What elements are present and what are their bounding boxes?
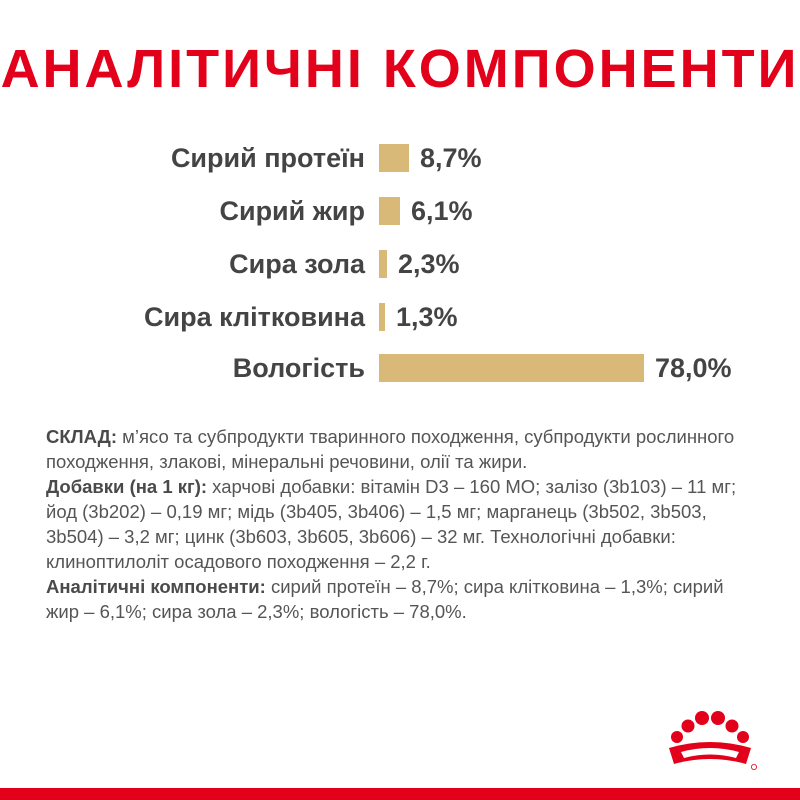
chart-row: Сирий жир 6,1% [0, 191, 800, 231]
royal-canin-crown-icon [669, 711, 758, 771]
bar [379, 303, 385, 331]
category-label: Сира клітковина [144, 302, 365, 332]
chart-row: Сирий протеїн 8,7% [0, 138, 800, 178]
chart-row: Сира зола 2,3% [0, 244, 800, 284]
category-label: Сира зола [229, 249, 365, 279]
bar [379, 354, 644, 382]
analytical-label: Аналітичні компоненти: [46, 576, 266, 597]
composition-body: м’ясо та субпродукти тваринного походжен… [46, 426, 735, 472]
composition-text: СКЛАД: м’ясо та субпродукти тваринного п… [46, 424, 756, 624]
chart-row: Вологість 78,0% [0, 348, 800, 388]
bar [379, 144, 409, 172]
bottom-brand-band [0, 788, 800, 800]
value-label: 78,0% [655, 353, 732, 383]
category-label: Сирий протеїн [170, 143, 365, 173]
additives-label: Добавки (на 1 кг): [46, 476, 208, 497]
additives-body: харчові добавки: вітамін D3 – 160 МО; за… [46, 476, 737, 572]
value-label: 1,3% [396, 302, 458, 332]
value-label: 6,1% [411, 196, 473, 226]
page-title: АНАЛІТИЧНІ КОМПОНЕНТИ [0, 39, 800, 99]
category-label: Сирий жир [219, 196, 365, 226]
bar [379, 250, 387, 278]
chart-row: Сира клітковина 1,3% [0, 297, 800, 337]
bar [379, 197, 400, 225]
category-label: Вологість [232, 353, 365, 383]
analytical-body: сирий протеїн – 8,7%; сира клітковина – … [46, 576, 724, 622]
value-label: 2,3% [398, 249, 460, 279]
value-label: 8,7% [420, 143, 482, 173]
composition-label: СКЛАД: [46, 426, 118, 447]
